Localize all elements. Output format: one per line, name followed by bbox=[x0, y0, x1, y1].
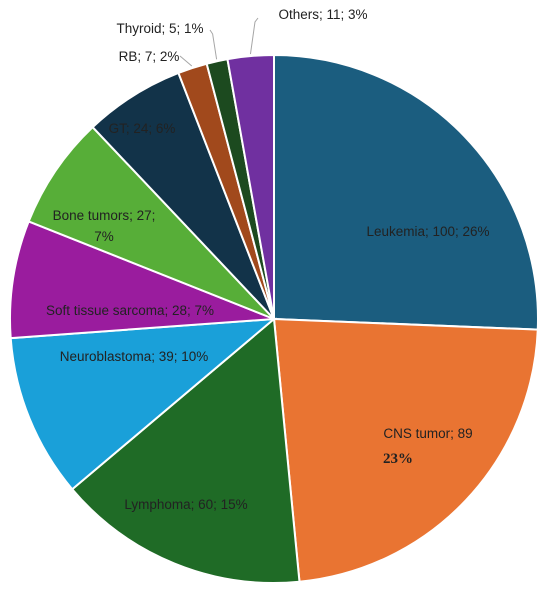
slice-label-leukemia: Leukemia; 100; 26% bbox=[366, 224, 489, 239]
pie-slice-soft-tissue-sarcoma bbox=[9, 220, 275, 340]
leader-lines bbox=[179, 17, 259, 67]
slice-label-others: Others; 11; 3% bbox=[278, 7, 367, 22]
pie-slice-cns-tumor bbox=[272, 317, 539, 583]
slice-label-neuroblastoma: Neuroblastoma; 39; 10% bbox=[60, 349, 209, 364]
slice-label-cns-tumor: CNS tumor; 89 bbox=[383, 426, 472, 441]
pie-slice-others bbox=[226, 53, 275, 320]
leader-line-rb bbox=[179, 55, 193, 67]
slice-label-cns-tumor-percent: 23% bbox=[383, 451, 413, 467]
slice-label-lymphoma: Lymphoma; 60; 15% bbox=[124, 497, 247, 512]
leader-line-others bbox=[249, 17, 259, 55]
slice-label-gt: GT; 24; 6% bbox=[109, 121, 176, 136]
pie-slices bbox=[9, 53, 539, 584]
slice-label-rb: RB; 7; 2% bbox=[119, 49, 180, 64]
pie-slice-neuroblastoma bbox=[9, 317, 277, 491]
slice-label-bone-tumors: Bone tumors; 27; bbox=[53, 208, 156, 223]
slice-label-thyroid: Thyroid; 5; 1% bbox=[116, 21, 203, 36]
pie-slice-bone-tumors bbox=[27, 125, 275, 320]
pie-slice-leukemia bbox=[273, 53, 539, 331]
pie-slice-lymphoma bbox=[70, 317, 301, 584]
leader-line-thyroid bbox=[209, 29, 218, 60]
slice-label-bone-tumors-percent: 7% bbox=[94, 229, 114, 244]
slice-labels: Leukemia; 100; 26% CNS tumor; 89 23% Lym… bbox=[46, 7, 490, 512]
slice-label-soft-tissue-sarcoma: Soft tissue sarcoma; 28; 7% bbox=[46, 303, 214, 318]
